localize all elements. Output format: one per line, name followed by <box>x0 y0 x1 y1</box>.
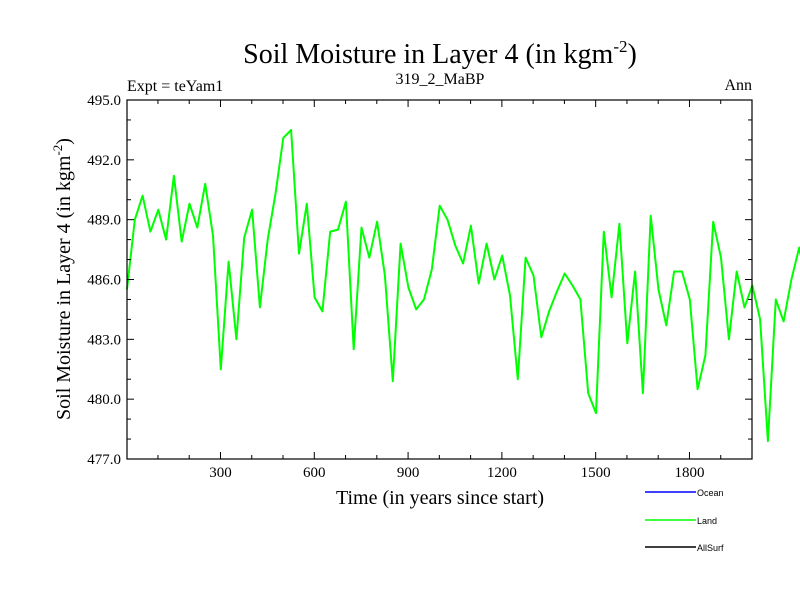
y-tick-label: 486.0 <box>87 273 121 289</box>
x-tick-label: 1500 <box>581 465 611 481</box>
legend-label-ocean: Ocean <box>697 488 724 498</box>
y-tick-label: 483.0 <box>87 332 121 348</box>
legend-label-allsurf: AllSurf <box>697 543 724 553</box>
legend-label-land: Land <box>697 516 717 526</box>
experiment-label: Expt = teYam1 <box>127 78 223 95</box>
x-tick-label: 900 <box>397 465 420 481</box>
series-line-land <box>126 128 800 443</box>
x-axis: 300 600 900 1200 1500 1800 <box>157 100 722 481</box>
x-tick-label: 600 <box>303 465 326 481</box>
x-tick-label: 300 <box>209 465 232 481</box>
period-label: 319_2_MaBP <box>396 71 485 88</box>
season-label: Ann <box>724 77 752 94</box>
y-tick-label: 495.0 <box>87 93 121 109</box>
y-axis-label: Soil Moisture in Layer 4 (in kgm-2) <box>50 138 75 420</box>
y-tick-label: 480.0 <box>87 392 121 408</box>
series-layer <box>126 128 800 443</box>
y-tick-label: 492.0 <box>87 153 121 169</box>
y-tick-label: 477.0 <box>87 452 121 468</box>
legend: Ocean Land AllSurf <box>645 488 724 553</box>
y-tick-label: 489.0 <box>87 213 121 229</box>
x-axis-label: Time (in years since start) <box>336 487 544 509</box>
x-tick-label: 1200 <box>487 465 517 481</box>
x-tick-label: 1800 <box>674 465 704 481</box>
y-axis: 477.0 480.0 483.0 486.0 489.0 492.0 495.0 <box>87 93 752 468</box>
chart-title: Soil Moisture in Layer 4 (in kgm-2) <box>243 37 637 70</box>
